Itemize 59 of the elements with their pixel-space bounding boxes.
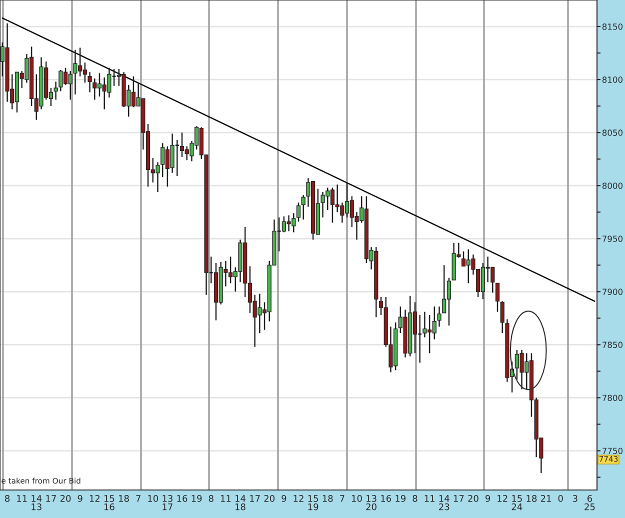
x-tick-label: 20: [60, 495, 71, 502]
candlestick: [54, 81, 58, 100]
y-tick-label: 7900: [602, 288, 623, 295]
x-tick-label: 15 24: [512, 495, 522, 510]
y-tick-label: 7950: [602, 236, 623, 242]
x-tick-label: 0: [558, 495, 563, 502]
x-tick-label: 7: [136, 495, 140, 502]
x-tick-label: 12: [90, 495, 100, 502]
x-tick-label: 18: [526, 495, 537, 502]
x-tick-label: 17: [454, 495, 464, 502]
x-tick-label: 21: [540, 495, 551, 502]
x-tick-label: 15 16: [104, 495, 114, 510]
x-tick-label: 12: [294, 495, 304, 502]
x-tick-label: 13 20: [366, 495, 376, 510]
x-tick-label: 16: [177, 495, 188, 502]
x-tick-label: 17: [46, 495, 56, 502]
x-tick-label: 18: [322, 495, 333, 502]
x-tick-label: 12: [498, 495, 508, 502]
y-tick-label: 7850: [602, 342, 623, 348]
candlestick: [88, 71, 92, 93]
x-tick-label: 11: [17, 495, 27, 502]
candlestick: [174, 139, 180, 177]
y-tick-label: 7750: [602, 448, 623, 454]
x-tick-label: 14 18: [236, 495, 246, 510]
x-tick-label: 8: [5, 495, 10, 502]
candlestick: [495, 282, 500, 312]
x-tick-label: 9: [485, 495, 490, 502]
candlestick: [500, 300, 504, 334]
x-tick-label: 19: [192, 495, 202, 502]
y-tick-label: 8150: [602, 23, 623, 30]
x-tick-label: 9: [282, 495, 286, 502]
x-tick-label: 18: [119, 495, 129, 502]
x-tick-label: 9: [78, 495, 82, 502]
x-tick-label: 11: [424, 495, 434, 502]
x-tick-label: 11: [220, 495, 231, 502]
x-tick-label: 20: [468, 495, 478, 502]
x-tick-label: 20: [264, 495, 275, 502]
x-tick-label: 14 23: [439, 495, 450, 510]
x-tick-label: 13 17: [162, 495, 172, 510]
x-tick-label: 3: [572, 495, 578, 502]
candlestick: [437, 306, 442, 328]
x-tick-label: 15 19: [308, 495, 318, 510]
x-tick-label: 17: [250, 495, 260, 502]
y-tick-label: 7800: [602, 394, 623, 402]
x-tick-label: 7: [340, 495, 344, 502]
candlestick: [296, 202, 301, 222]
candlestick: [417, 314, 422, 364]
x-tick-label: 8: [208, 495, 214, 502]
x-tick-label: 10: [148, 495, 158, 502]
x-tick-label: 6 25: [584, 495, 595, 510]
y-tick-label: 8050: [602, 130, 623, 136]
x-tick-label: 8: [412, 495, 418, 502]
y-tick-label: 8100: [602, 76, 623, 83]
x-tick-label: 14 13: [32, 495, 42, 510]
x-tick-label: 19: [396, 495, 406, 502]
x-tick-label: 16: [381, 495, 392, 502]
y-tick-label: 8000: [602, 182, 623, 189]
x-tick-label: 10: [352, 495, 362, 502]
candlestick: [301, 194, 306, 220]
